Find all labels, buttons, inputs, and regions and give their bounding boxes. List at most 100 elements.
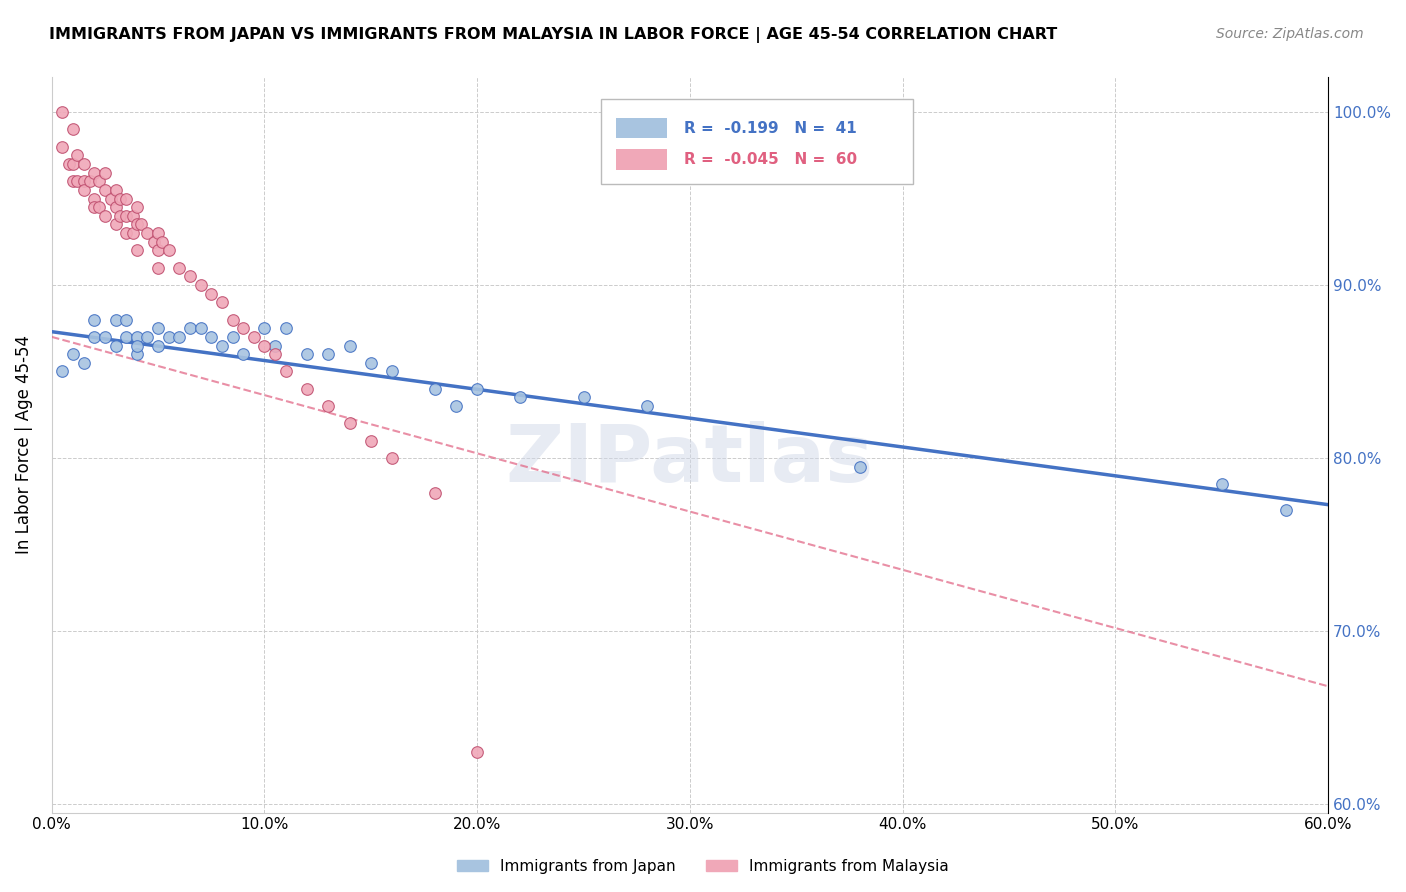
Point <box>51 364 73 378</box>
Point <box>146 260 169 275</box>
Point <box>146 244 169 258</box>
Point <box>73 356 96 370</box>
Point <box>129 218 152 232</box>
Point <box>179 269 201 284</box>
Point <box>125 244 148 258</box>
Text: R =  -0.045   N =  60: R = -0.045 N = 60 <box>683 153 856 168</box>
Point <box>274 364 297 378</box>
Point <box>339 417 361 431</box>
FancyBboxPatch shape <box>600 100 914 184</box>
Point <box>115 226 138 240</box>
Point <box>62 174 84 188</box>
Point <box>125 338 148 352</box>
Point <box>221 312 243 326</box>
Point <box>115 192 138 206</box>
Bar <box>616 118 666 138</box>
Point <box>295 382 318 396</box>
Point <box>146 338 169 352</box>
Point <box>360 356 382 370</box>
Point <box>83 330 105 344</box>
Point <box>104 312 127 326</box>
Point <box>94 165 117 179</box>
Point <box>108 192 131 206</box>
Point <box>253 321 276 335</box>
Point <box>636 399 658 413</box>
Point <box>104 183 127 197</box>
Point <box>264 338 287 352</box>
Point <box>360 434 382 448</box>
Point <box>157 244 180 258</box>
Point <box>211 295 233 310</box>
Legend: Immigrants from Japan, Immigrants from Malaysia: Immigrants from Japan, Immigrants from M… <box>451 853 955 880</box>
Point <box>274 321 297 335</box>
Point <box>211 338 233 352</box>
Point <box>381 450 404 465</box>
Text: IMMIGRANTS FROM JAPAN VS IMMIGRANTS FROM MALAYSIA IN LABOR FORCE | AGE 45-54 COR: IMMIGRANTS FROM JAPAN VS IMMIGRANTS FROM… <box>49 27 1057 43</box>
Point <box>115 209 138 223</box>
Point <box>142 235 165 249</box>
Point <box>339 338 361 352</box>
Point <box>136 226 159 240</box>
Point <box>73 183 96 197</box>
Text: ZIPatlas: ZIPatlas <box>506 421 875 499</box>
Point <box>136 330 159 344</box>
Point <box>190 321 212 335</box>
Point <box>572 391 595 405</box>
Point <box>465 382 488 396</box>
Point <box>108 209 131 223</box>
Text: Source: ZipAtlas.com: Source: ZipAtlas.com <box>1216 27 1364 41</box>
Point <box>51 139 73 153</box>
Point <box>295 347 318 361</box>
Point <box>232 347 254 361</box>
Point <box>51 105 73 120</box>
Point <box>104 200 127 214</box>
Point <box>125 347 148 361</box>
Point <box>104 338 127 352</box>
Point <box>115 330 138 344</box>
Point <box>423 485 446 500</box>
Point <box>264 347 287 361</box>
Point <box>94 209 117 223</box>
Point <box>221 330 243 344</box>
Point <box>62 347 84 361</box>
Point <box>79 174 101 188</box>
Point <box>169 330 191 344</box>
Point <box>66 148 89 162</box>
Point <box>73 157 96 171</box>
Point <box>125 330 148 344</box>
Point <box>83 192 105 206</box>
Point <box>62 122 84 136</box>
Point <box>125 200 148 214</box>
Point <box>73 174 96 188</box>
Point <box>423 382 446 396</box>
Point <box>62 157 84 171</box>
Point <box>83 165 105 179</box>
Point <box>94 183 117 197</box>
Point <box>190 278 212 293</box>
Point <box>87 200 110 214</box>
Point <box>146 321 169 335</box>
Point <box>200 286 222 301</box>
Point <box>87 174 110 188</box>
Point <box>157 330 180 344</box>
Point <box>100 192 122 206</box>
Point <box>253 338 276 352</box>
Bar <box>616 150 666 170</box>
Point <box>115 312 138 326</box>
Point <box>849 459 872 474</box>
Point <box>121 209 143 223</box>
Point <box>58 157 80 171</box>
Point <box>94 330 117 344</box>
Point <box>179 321 201 335</box>
Point <box>150 235 173 249</box>
Point <box>104 218 127 232</box>
Text: R =  -0.199   N =  41: R = -0.199 N = 41 <box>683 120 856 136</box>
Y-axis label: In Labor Force | Age 45-54: In Labor Force | Age 45-54 <box>15 335 32 555</box>
Point <box>232 321 254 335</box>
Point <box>316 347 339 361</box>
Point <box>125 218 148 232</box>
Point <box>83 312 105 326</box>
Point <box>509 391 531 405</box>
Point <box>1274 503 1296 517</box>
Point <box>121 226 143 240</box>
